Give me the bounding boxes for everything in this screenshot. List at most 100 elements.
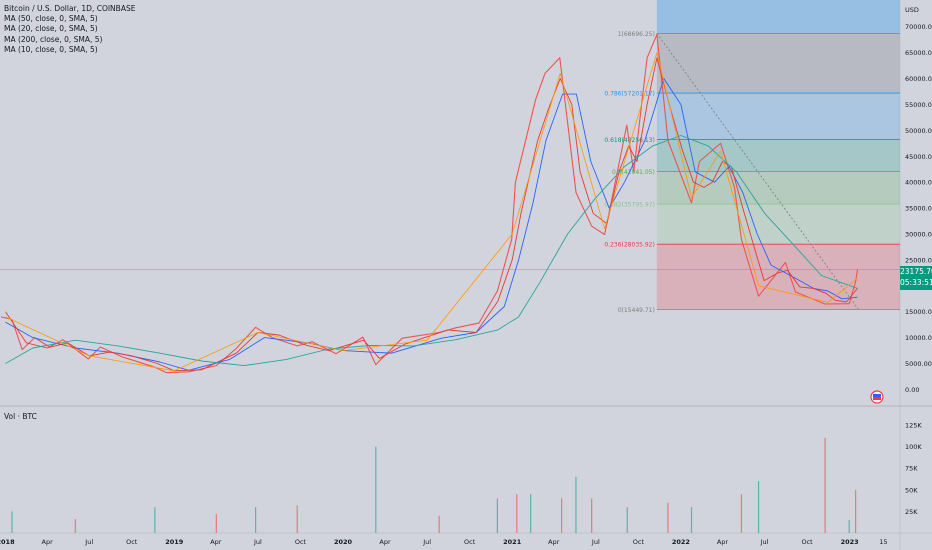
volume-bar <box>74 519 76 533</box>
time-axis[interactable]: 2018 Apr Jul Oct 2019 Apr Jul Oct 2020 Apr Jul Oct 2… <box>0 538 887 546</box>
volume-tick-label[interactable]: 100K <box>905 443 922 451</box>
volume-bar <box>561 498 563 533</box>
time-tick-label[interactable]: Oct <box>633 538 645 546</box>
price-axis-unit[interactable]: USD <box>905 6 919 14</box>
volume-bar <box>575 476 577 533</box>
volume-tick-label[interactable]: 25K <box>905 508 918 516</box>
time-tick-label[interactable]: Apr <box>210 538 222 546</box>
volume-bar <box>215 513 217 533</box>
price-tick-label[interactable]: 70000.00 <box>905 23 932 31</box>
fib-zone[interactable] <box>656 203 900 245</box>
indicator-ma20[interactable]: MA (20, close, 0, SMA, 5) <box>4 24 98 34</box>
indicator-ma50[interactable]: MA (50, close, 0, SMA, 5) <box>4 14 98 24</box>
volume-bar <box>855 489 857 533</box>
indicator-ma200[interactable]: MA (200, close, 0, SMA, 5) <box>4 34 103 44</box>
series-line <box>0 33 859 374</box>
price-tick-label[interactable]: 55000.00 <box>905 101 932 109</box>
fib-level-label: 0.382(35795.97) <box>604 201 655 208</box>
time-tick-label[interactable]: Apr <box>379 538 391 546</box>
volume-bar <box>530 494 532 533</box>
volume-tick-label[interactable]: 75K <box>905 465 918 473</box>
fib-level-label: 0.5(42041.05) <box>612 169 655 176</box>
price-tick-label[interactable]: 30000.00 <box>905 231 932 239</box>
time-tick-label[interactable]: 2022 <box>672 538 690 546</box>
price-tick-label[interactable]: 35000.00 <box>905 205 932 213</box>
time-tick-label[interactable]: Apr <box>42 538 54 546</box>
volume-bar <box>375 446 377 533</box>
fib-level-label: 0(15449.71) <box>618 307 655 314</box>
volume-bar <box>667 502 669 533</box>
volume-bar <box>824 437 826 533</box>
volume-bar <box>848 520 850 533</box>
fib-zone[interactable] <box>656 93 900 140</box>
volume-axis[interactable]: 125K 100K 75K 50K 25K <box>905 421 922 515</box>
price-axis[interactable]: 70000.00 65000.00 60000.00 55000.00 50000.00… <box>905 6 932 394</box>
volume-bar <box>255 507 257 533</box>
volume-bar <box>438 515 440 533</box>
price-tick-label[interactable]: 40000.00 <box>905 179 932 187</box>
fib-zone[interactable] <box>656 171 900 204</box>
volume-bar <box>591 498 593 533</box>
fib-level-label: 0.786(57201.17) <box>604 91 655 98</box>
symbol-title[interactable]: Bitcoin / U.S. Dollar, 1D, COINBASE <box>4 4 136 13</box>
volume-tick-label[interactable]: 125K <box>905 421 922 429</box>
volume-bar <box>690 507 693 533</box>
price-tick-label[interactable]: 45000.00 <box>905 153 932 161</box>
price-tick-label[interactable]: 25000.00 <box>905 256 932 264</box>
price-tick-label[interactable]: 65000.00 <box>905 49 932 57</box>
time-tick-label[interactable]: Oct <box>464 538 476 546</box>
price-tick-label[interactable]: 50000.00 <box>905 127 932 135</box>
series-line <box>5 78 858 371</box>
time-tick-label[interactable]: Oct <box>801 538 813 546</box>
flag-icon[interactable] <box>870 390 884 404</box>
volume-bar <box>154 507 156 533</box>
time-tick-label[interactable]: Apr <box>548 538 560 546</box>
last-price: 23175.70 <box>900 267 932 276</box>
time-tick-label[interactable]: 2018 <box>0 538 15 546</box>
time-tick-label[interactable]: 2021 <box>503 538 522 546</box>
volume-bar <box>757 481 760 533</box>
time-tick-label[interactable]: Jul <box>84 538 93 546</box>
time-tick-label[interactable]: Oct <box>295 538 307 546</box>
price-tick-label[interactable]: 60000.00 <box>905 75 932 83</box>
time-tick-label[interactable]: Jul <box>422 538 431 546</box>
indicator-ma10[interactable]: MA (10, close, 0, SMA, 5) <box>4 44 98 54</box>
fib-zone[interactable] <box>656 33 900 94</box>
fibonacci-retracement[interactable]: 1(68696.25) 0.786(57201.17) 0.618(48256.13… <box>0 0 900 314</box>
fib-zone[interactable] <box>656 139 900 172</box>
price-tick-label[interactable]: 15000.00 <box>905 308 932 316</box>
series-line <box>5 135 858 367</box>
volume-bar <box>11 511 13 533</box>
price-tick-label[interactable]: 0.00 <box>905 386 919 394</box>
volume-bars <box>11 437 857 533</box>
volume-tick-label[interactable]: 50K <box>905 486 918 494</box>
last-price-tag: 23175.70 05:33:51 <box>900 266 932 290</box>
time-tick-label[interactable]: Jul <box>253 538 262 546</box>
price-tick-label[interactable]: 5000.00 <box>905 360 932 368</box>
time-tick-label[interactable]: Oct <box>126 538 138 546</box>
price-tick-label[interactable]: 10000.00 <box>905 334 932 342</box>
volume-bar <box>296 505 298 533</box>
fib-zone[interactable] <box>656 244 900 310</box>
time-tick-label[interactable]: Apr <box>717 538 729 546</box>
fib-zone-above[interactable] <box>656 0 900 34</box>
fib-trend-line[interactable] <box>656 33 859 310</box>
series-line <box>5 57 858 372</box>
bar-countdown: 05:33:51 <box>900 278 932 287</box>
volume-bar <box>740 494 743 533</box>
fib-level-label: 1(68696.25) <box>618 31 655 38</box>
volume-label[interactable]: Vol · BTC <box>4 412 37 421</box>
time-tick-label[interactable]: 2019 <box>165 538 184 546</box>
time-tick-label[interactable]: 2023 <box>841 538 859 546</box>
volume-bar <box>516 494 518 533</box>
fib-level-label: 0.618(48256.13) <box>604 137 655 144</box>
volume-bar <box>496 498 498 533</box>
price-series <box>0 33 859 374</box>
time-tick-label[interactable]: 15 <box>879 538 887 546</box>
time-tick-label[interactable]: Jul <box>760 538 769 546</box>
time-tick-label[interactable]: Jul <box>591 538 600 546</box>
volume-bar <box>626 507 628 533</box>
time-tick-label[interactable]: 2020 <box>334 538 353 546</box>
fib-level-label: 0.236(28035.92) <box>604 242 655 249</box>
